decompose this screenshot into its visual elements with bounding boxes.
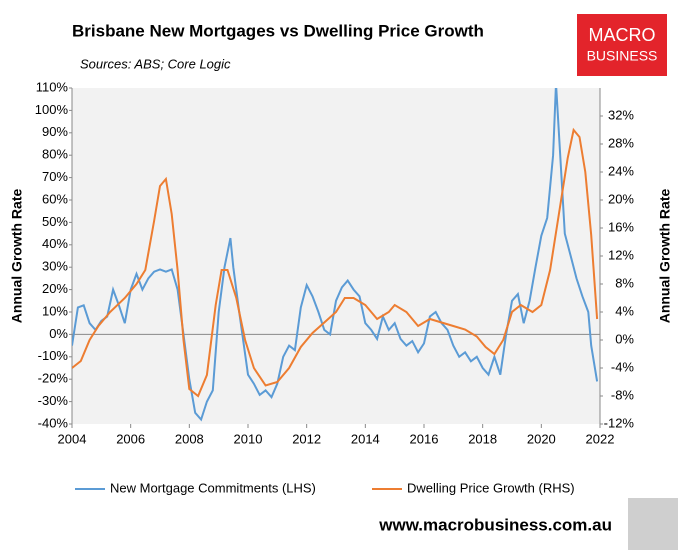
logo	[577, 14, 667, 76]
series-line	[72, 88, 599, 422]
y-tick-label: 10%	[42, 303, 68, 318]
y2-tick-label: 24%	[608, 163, 634, 178]
y2-axis-label: Annual Growth Rate	[657, 189, 673, 324]
y-tick-label: 20%	[42, 281, 68, 296]
y2-tick-label: 28%	[608, 135, 634, 150]
y-tick-label: 70%	[42, 169, 68, 184]
series-line	[72, 127, 599, 398]
y-tick-label: 0%	[49, 326, 68, 341]
y-axis-label: Annual Growth Rate	[9, 189, 25, 324]
x-tick-label: 2016	[410, 431, 439, 446]
y2-tick-label: 32%	[608, 107, 634, 122]
x-tick-label: 2022	[586, 431, 615, 446]
logo-image	[628, 498, 678, 550]
y-tick-label: 110%	[36, 79, 69, 94]
y-tick-label: 30%	[42, 259, 68, 274]
x-tick-label: 2006	[116, 431, 145, 446]
y2-tick-label: 4%	[615, 303, 634, 318]
x-tick-label: 2020	[527, 431, 556, 446]
subtitle: Sources: ABS; Core Logic	[80, 56, 231, 71]
y-tick-label: -20%	[38, 371, 69, 386]
legend-label: Dwelling Price Growth (RHS)	[407, 480, 575, 495]
y2-tick-label: -8%	[611, 387, 635, 402]
y2-tick-label: 12%	[608, 247, 634, 262]
x-tick-label: 2014	[351, 431, 380, 446]
y-tick-label: -30%	[38, 393, 69, 408]
y2-tick-label: -12%	[604, 415, 635, 430]
y-tick-label: 60%	[42, 191, 68, 206]
y-tick-label: 90%	[42, 124, 68, 139]
logo-text: MACRO	[589, 25, 656, 45]
y2-tick-label: -4%	[611, 359, 635, 374]
x-tick-label: 2004	[58, 431, 87, 446]
plot-area	[72, 88, 600, 424]
logo-text: BUSINESS	[587, 48, 658, 64]
y-tick-label: 80%	[42, 147, 68, 162]
y-tick-label: -10%	[38, 348, 69, 363]
y-tick-label: 50%	[42, 214, 68, 229]
y-tick-label: -40%	[38, 415, 69, 430]
legend-label: New Mortgage Commitments (LHS)	[110, 480, 316, 495]
x-tick-label: 2008	[175, 431, 204, 446]
y2-tick-label: 16%	[608, 219, 634, 234]
x-tick-label: 2010	[234, 431, 263, 446]
website: www.macrobusiness.com.au	[378, 515, 612, 534]
y-tick-label: 40%	[42, 236, 68, 251]
y2-tick-label: 0%	[615, 331, 634, 346]
x-tick-label: 2012	[292, 431, 321, 446]
y2-tick-label: 8%	[615, 275, 634, 290]
y-tick-label: 100%	[35, 102, 69, 117]
x-tick-label: 2018	[468, 431, 497, 446]
chart-title: Brisbane New Mortgages vs Dwelling Price…	[72, 21, 484, 40]
y2-tick-label: 20%	[608, 191, 634, 206]
